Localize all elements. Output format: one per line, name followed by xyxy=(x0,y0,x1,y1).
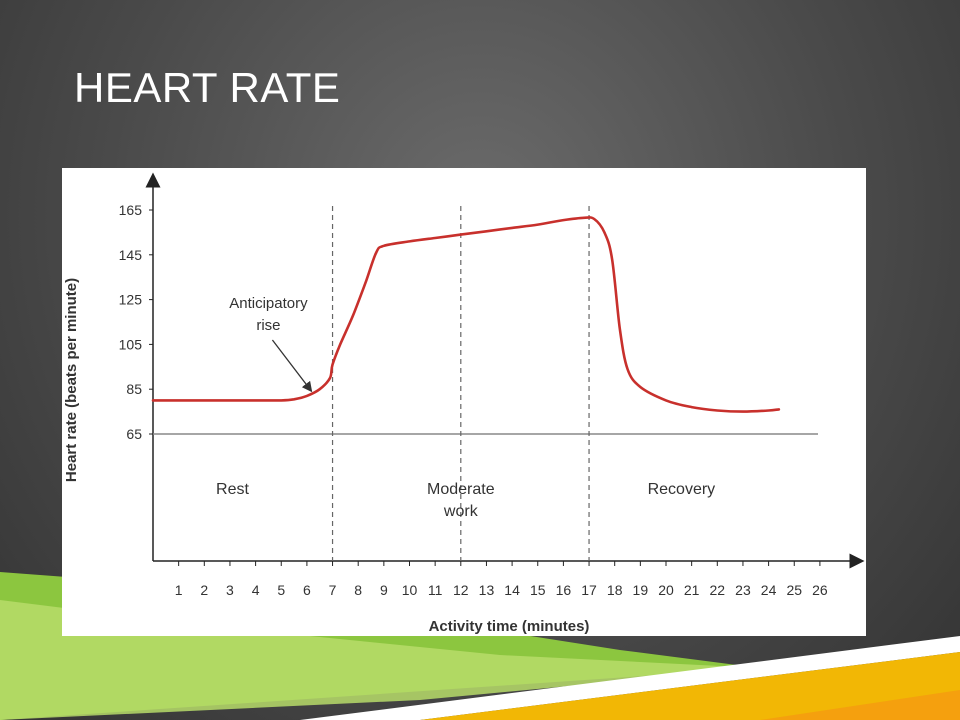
x-tick-label: 22 xyxy=(710,582,726,598)
heart-rate-curve xyxy=(151,216,781,413)
x-tick-label: 4 xyxy=(252,582,260,598)
x-tick-label: 1 xyxy=(175,582,183,598)
x-tick-label: 7 xyxy=(329,582,337,598)
x-tick-label: 25 xyxy=(786,582,802,598)
phase-labels: Rest Moderate work Recovery xyxy=(216,481,715,520)
phase-label: Rest xyxy=(216,481,249,498)
phase-label: Recovery xyxy=(648,481,716,498)
x-tick-label: 17 xyxy=(581,582,597,598)
y-tick-label: 125 xyxy=(119,292,143,308)
y-tick-label: 105 xyxy=(119,336,143,352)
x-tick-label: 24 xyxy=(761,582,777,598)
x-tick-label: 10 xyxy=(402,582,418,598)
x-tick-label: 23 xyxy=(735,582,751,598)
x-tick-label: 26 xyxy=(812,582,828,598)
x-tick-label: 19 xyxy=(633,582,649,598)
x-tick-label: 21 xyxy=(684,582,700,598)
x-tick-label: 13 xyxy=(479,582,495,598)
y-tick-label: 65 xyxy=(126,426,142,442)
x-tick-label: 18 xyxy=(607,582,623,598)
orange-swoosh xyxy=(760,690,960,720)
chart-panel: 65 85 105 125 145 165 1 2 3 4 5 6 7 8 9 10 11 12 13 14 15 16… xyxy=(62,168,866,636)
yellow-swoosh xyxy=(420,652,960,720)
x-tick-label: 8 xyxy=(354,582,362,598)
x-tick-label: 9 xyxy=(380,582,388,598)
annotation-arrow xyxy=(271,339,313,393)
y-tick-label: 85 xyxy=(126,381,142,397)
y-tick-label: 145 xyxy=(119,247,143,263)
x-tick-label: 14 xyxy=(504,582,520,598)
x-tick-label: 3 xyxy=(226,582,234,598)
y-tick-labels: 65 85 105 125 145 165 xyxy=(119,202,153,442)
y-axis-label: Heart rate (beats per minute) xyxy=(63,278,80,482)
annotation: Anticipatory rise xyxy=(229,295,313,393)
phase-label: work xyxy=(443,503,479,520)
white-swoosh xyxy=(300,636,960,720)
x-tick-label: 6 xyxy=(303,582,311,598)
x-tick-label: 15 xyxy=(530,582,546,598)
phase-label: Moderate xyxy=(427,481,495,498)
y-tick-label: 165 xyxy=(119,202,143,218)
annotation-label: Anticipatory xyxy=(229,295,308,312)
x-tick-labels: 1 2 3 4 5 6 7 8 9 10 11 12 13 14 15 16 17 18 19 20 21 22 23 24 2… xyxy=(175,561,828,598)
annotation-label: rise xyxy=(256,317,280,334)
x-axis-label: Activity time (minutes) xyxy=(429,618,590,635)
x-tick-label: 12 xyxy=(453,582,469,598)
x-tick-label: 20 xyxy=(658,582,674,598)
x-tick-label: 2 xyxy=(200,582,208,598)
x-tick-label: 5 xyxy=(277,582,285,598)
x-tick-label: 16 xyxy=(556,582,572,598)
x-tick-label: 11 xyxy=(428,582,443,598)
slide-title: HEART RATE xyxy=(74,64,341,111)
